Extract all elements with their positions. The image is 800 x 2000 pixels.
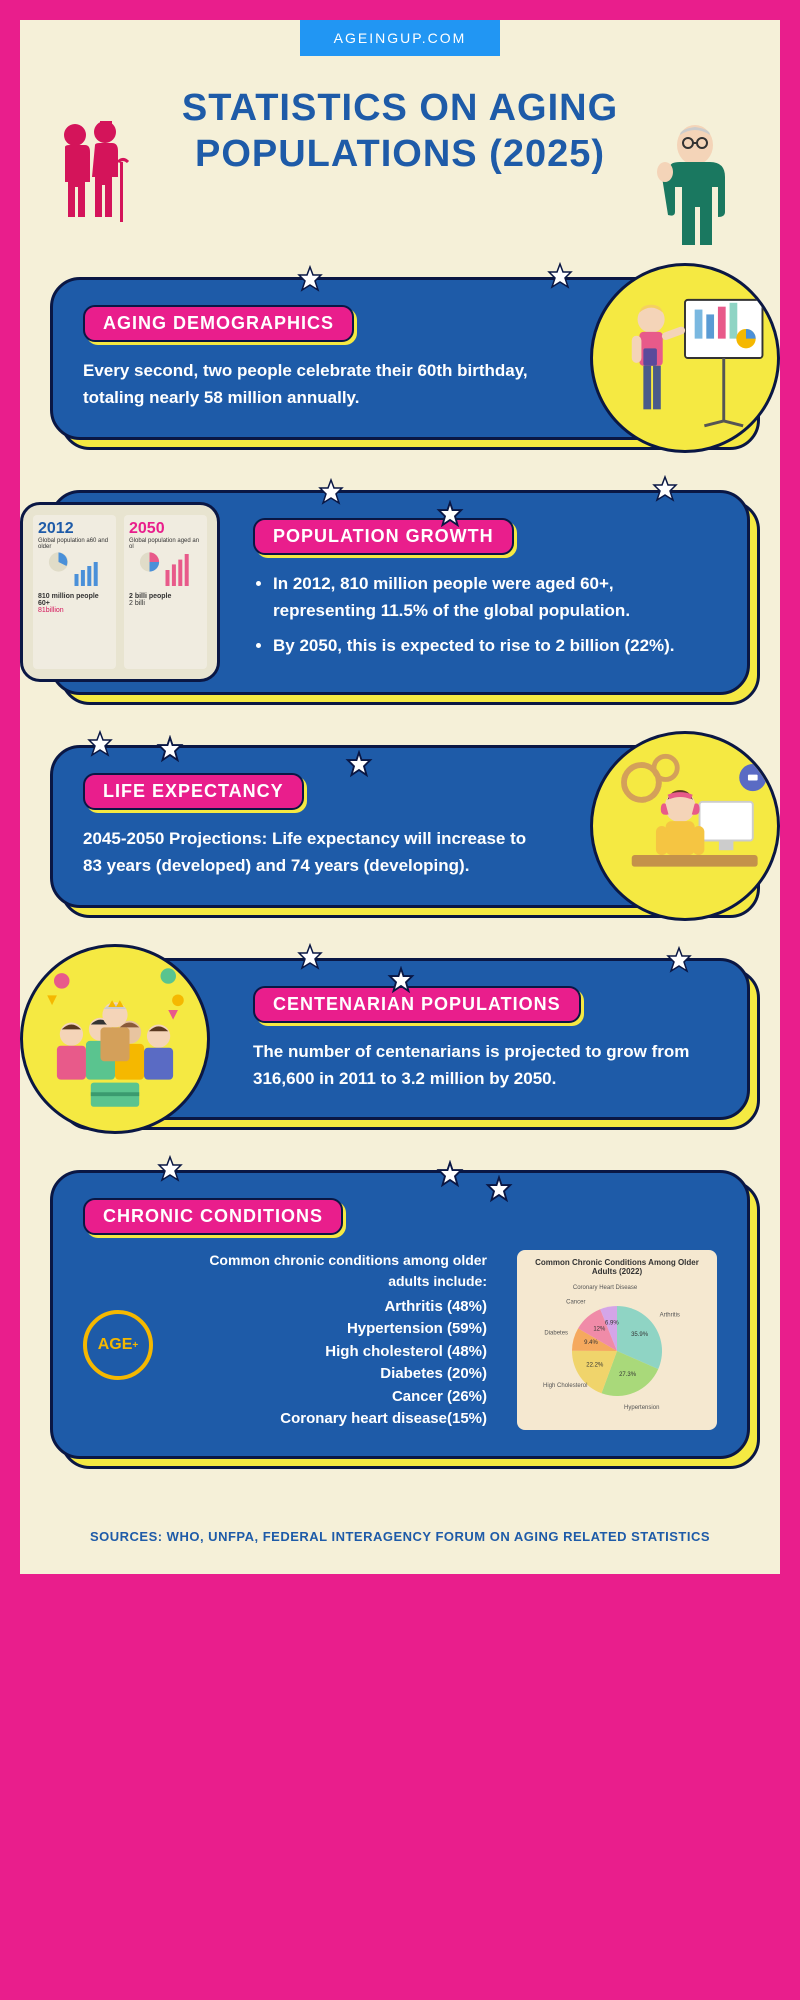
- pill-centenarians: CENTENARIAN POPULATIONS: [253, 986, 581, 1023]
- image-presenter: [590, 263, 780, 453]
- growth-bullet-2: By 2050, this is expected to rise to 2 b…: [273, 632, 717, 659]
- svg-text:Diabetes: Diabetes: [544, 1331, 568, 1337]
- pie-chart: Common Chronic Conditions Among Older Ad…: [517, 1250, 717, 1430]
- text-growth: In 2012, 810 million people were aged 60…: [253, 570, 717, 660]
- condition-item: Hypertension (59%): [173, 1318, 487, 1341]
- card-life: LIFE EXPECTANCY 2045-2050 Projections: L…: [50, 745, 750, 907]
- growth-bullet-1: In 2012, 810 million people were aged 60…: [273, 570, 717, 624]
- card-growth: POPULATION GROWTH In 2012, 810 million p…: [50, 490, 750, 696]
- card-demographics: AGING DEMOGRAPHICS Every second, two peo…: [50, 277, 750, 439]
- image-celebration: [20, 944, 210, 1134]
- condition-item: Arthritis (48%): [173, 1296, 487, 1319]
- svg-text:High Cholesterol: High Cholesterol: [543, 1383, 587, 1389]
- svg-text:9.4%: 9.4%: [584, 1340, 598, 1346]
- pill-growth: POPULATION GROWTH: [253, 518, 514, 555]
- condition-item: Diabetes (20%): [173, 1363, 487, 1386]
- year-2050: 2050: [129, 520, 202, 538]
- svg-text:6.9%: 6.9%: [605, 1321, 619, 1327]
- card-chronic: CHRONIC CONDITIONS AGE+ Common chronic c…: [50, 1170, 750, 1459]
- condition-item: Cancer (26%): [173, 1386, 487, 1409]
- pill-demographics: AGING DEMOGRAPHICS: [83, 305, 354, 342]
- svg-text:Arthritis: Arthritis: [660, 1313, 680, 1319]
- conditions-list: Common chronic conditions among older ad…: [173, 1250, 497, 1431]
- condition-item: High cholesterol (48%): [173, 1341, 487, 1364]
- text-demographics: Every second, two people celebrate their…: [83, 357, 547, 411]
- image-computer-person: [590, 731, 780, 921]
- svg-text:12%: 12%: [593, 1327, 606, 1333]
- pill-chronic: CHRONIC CONDITIONS: [83, 1198, 343, 1235]
- svg-text:27.3%: 27.3%: [619, 1372, 637, 1378]
- condition-item: Coronary heart disease(15%): [173, 1408, 487, 1431]
- elderly-man-icon: [640, 117, 750, 247]
- image-growth-chart: 2012 Global population a60 and older 810…: [20, 502, 220, 682]
- age-badge-icon: AGE+: [83, 1310, 153, 1380]
- sources-text: SOURCES: WHO, UNFPA, FEDERAL INTERAGENCY…: [20, 1509, 780, 1544]
- pill-life: LIFE EXPECTANCY: [83, 773, 304, 810]
- site-badge: AGEINGUP.COM: [300, 20, 500, 56]
- svg-text:22.2%: 22.2%: [586, 1363, 604, 1369]
- svg-text:Hypertension: Hypertension: [624, 1405, 659, 1411]
- text-life: 2045-2050 Projections: Life expectancy w…: [83, 825, 547, 879]
- year-2012: 2012: [38, 520, 111, 538]
- elderly-couple-icon: [50, 117, 140, 227]
- text-centenarians: The number of centenarians is projected …: [253, 1038, 717, 1092]
- svg-text:Cancer: Cancer: [566, 1300, 585, 1306]
- svg-text:Coronary Heart Disease: Coronary Heart Disease: [573, 1286, 638, 1292]
- card-centenarians: CENTENARIAN POPULATIONS The number of ce…: [50, 958, 750, 1120]
- svg-text:35.9%: 35.9%: [631, 1333, 649, 1339]
